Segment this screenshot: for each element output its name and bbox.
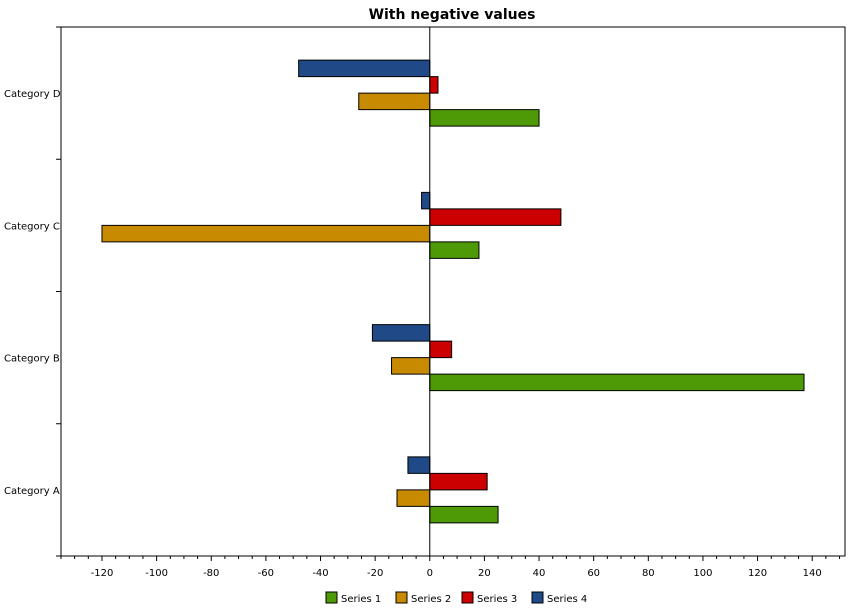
bar-series-4-category-c — [421, 191, 431, 210]
y-axis: Category A Category B Category C Category D — [4, 26, 61, 557]
x-tick-label: 0 — [427, 568, 433, 579]
bar-series-3-category-c — [429, 208, 562, 226]
bar-series-1-category-a — [429, 505, 499, 524]
bar-series-2-category-d — [358, 92, 431, 111]
legend-label: Series 2 — [411, 594, 451, 605]
legend-swatch-series-1 — [325, 591, 338, 604]
bar-series-2-category-a — [396, 489, 431, 507]
bar-series-3-category-d — [429, 76, 439, 94]
x-tick-label: 80 — [642, 568, 655, 579]
x-tick-label: -120 — [91, 568, 114, 579]
legend-label: Series 3 — [477, 594, 517, 605]
bar-series-2-category-b — [391, 357, 431, 375]
x-axis: -120 -100 -80 -60 -40 -20 0 20 40 60 80 100 120 140 — [60, 556, 841, 579]
x-tick-label: 60 — [587, 568, 600, 579]
legend: Series 1 Series 2 Series 3 Series 4 — [325, 591, 587, 605]
x-tick-label: -80 — [203, 568, 219, 579]
bar-series-4-category-a — [407, 456, 431, 474]
bar-series-3-category-b — [429, 340, 453, 359]
category-label: Category D — [4, 89, 61, 100]
x-tick-label: 100 — [693, 568, 712, 579]
legend-swatch-series-2 — [395, 591, 408, 604]
bar-series-2-category-c — [101, 224, 431, 243]
legend-label: Series 1 — [341, 594, 381, 605]
bar-series-1-category-d — [429, 109, 540, 127]
chart-title: With negative values — [369, 7, 536, 23]
category-label: Category C — [4, 221, 60, 232]
legend-label: Series 4 — [547, 594, 587, 605]
legend-swatch-series-3 — [461, 591, 474, 604]
x-tick-label: -20 — [367, 568, 383, 579]
x-tick-label: -100 — [145, 568, 168, 579]
x-tick-label: 120 — [748, 568, 767, 579]
bar-series-3-category-a — [429, 472, 488, 491]
bar-series-1-category-b — [429, 373, 805, 392]
x-tick-label: 20 — [478, 568, 491, 579]
x-tick-label: 40 — [533, 568, 546, 579]
legend-swatch-series-4 — [531, 591, 544, 604]
bar-series-1-category-c — [429, 241, 480, 259]
bars-group — [101, 59, 805, 524]
x-tick-label: 140 — [803, 568, 822, 579]
x-tick-label: -60 — [258, 568, 274, 579]
bar-series-4-category-d — [298, 59, 431, 78]
category-label: Category A — [4, 486, 60, 497]
x-tick-label: -40 — [312, 568, 328, 579]
bar-series-4-category-b — [371, 324, 431, 342]
category-label: Category B — [4, 354, 60, 365]
